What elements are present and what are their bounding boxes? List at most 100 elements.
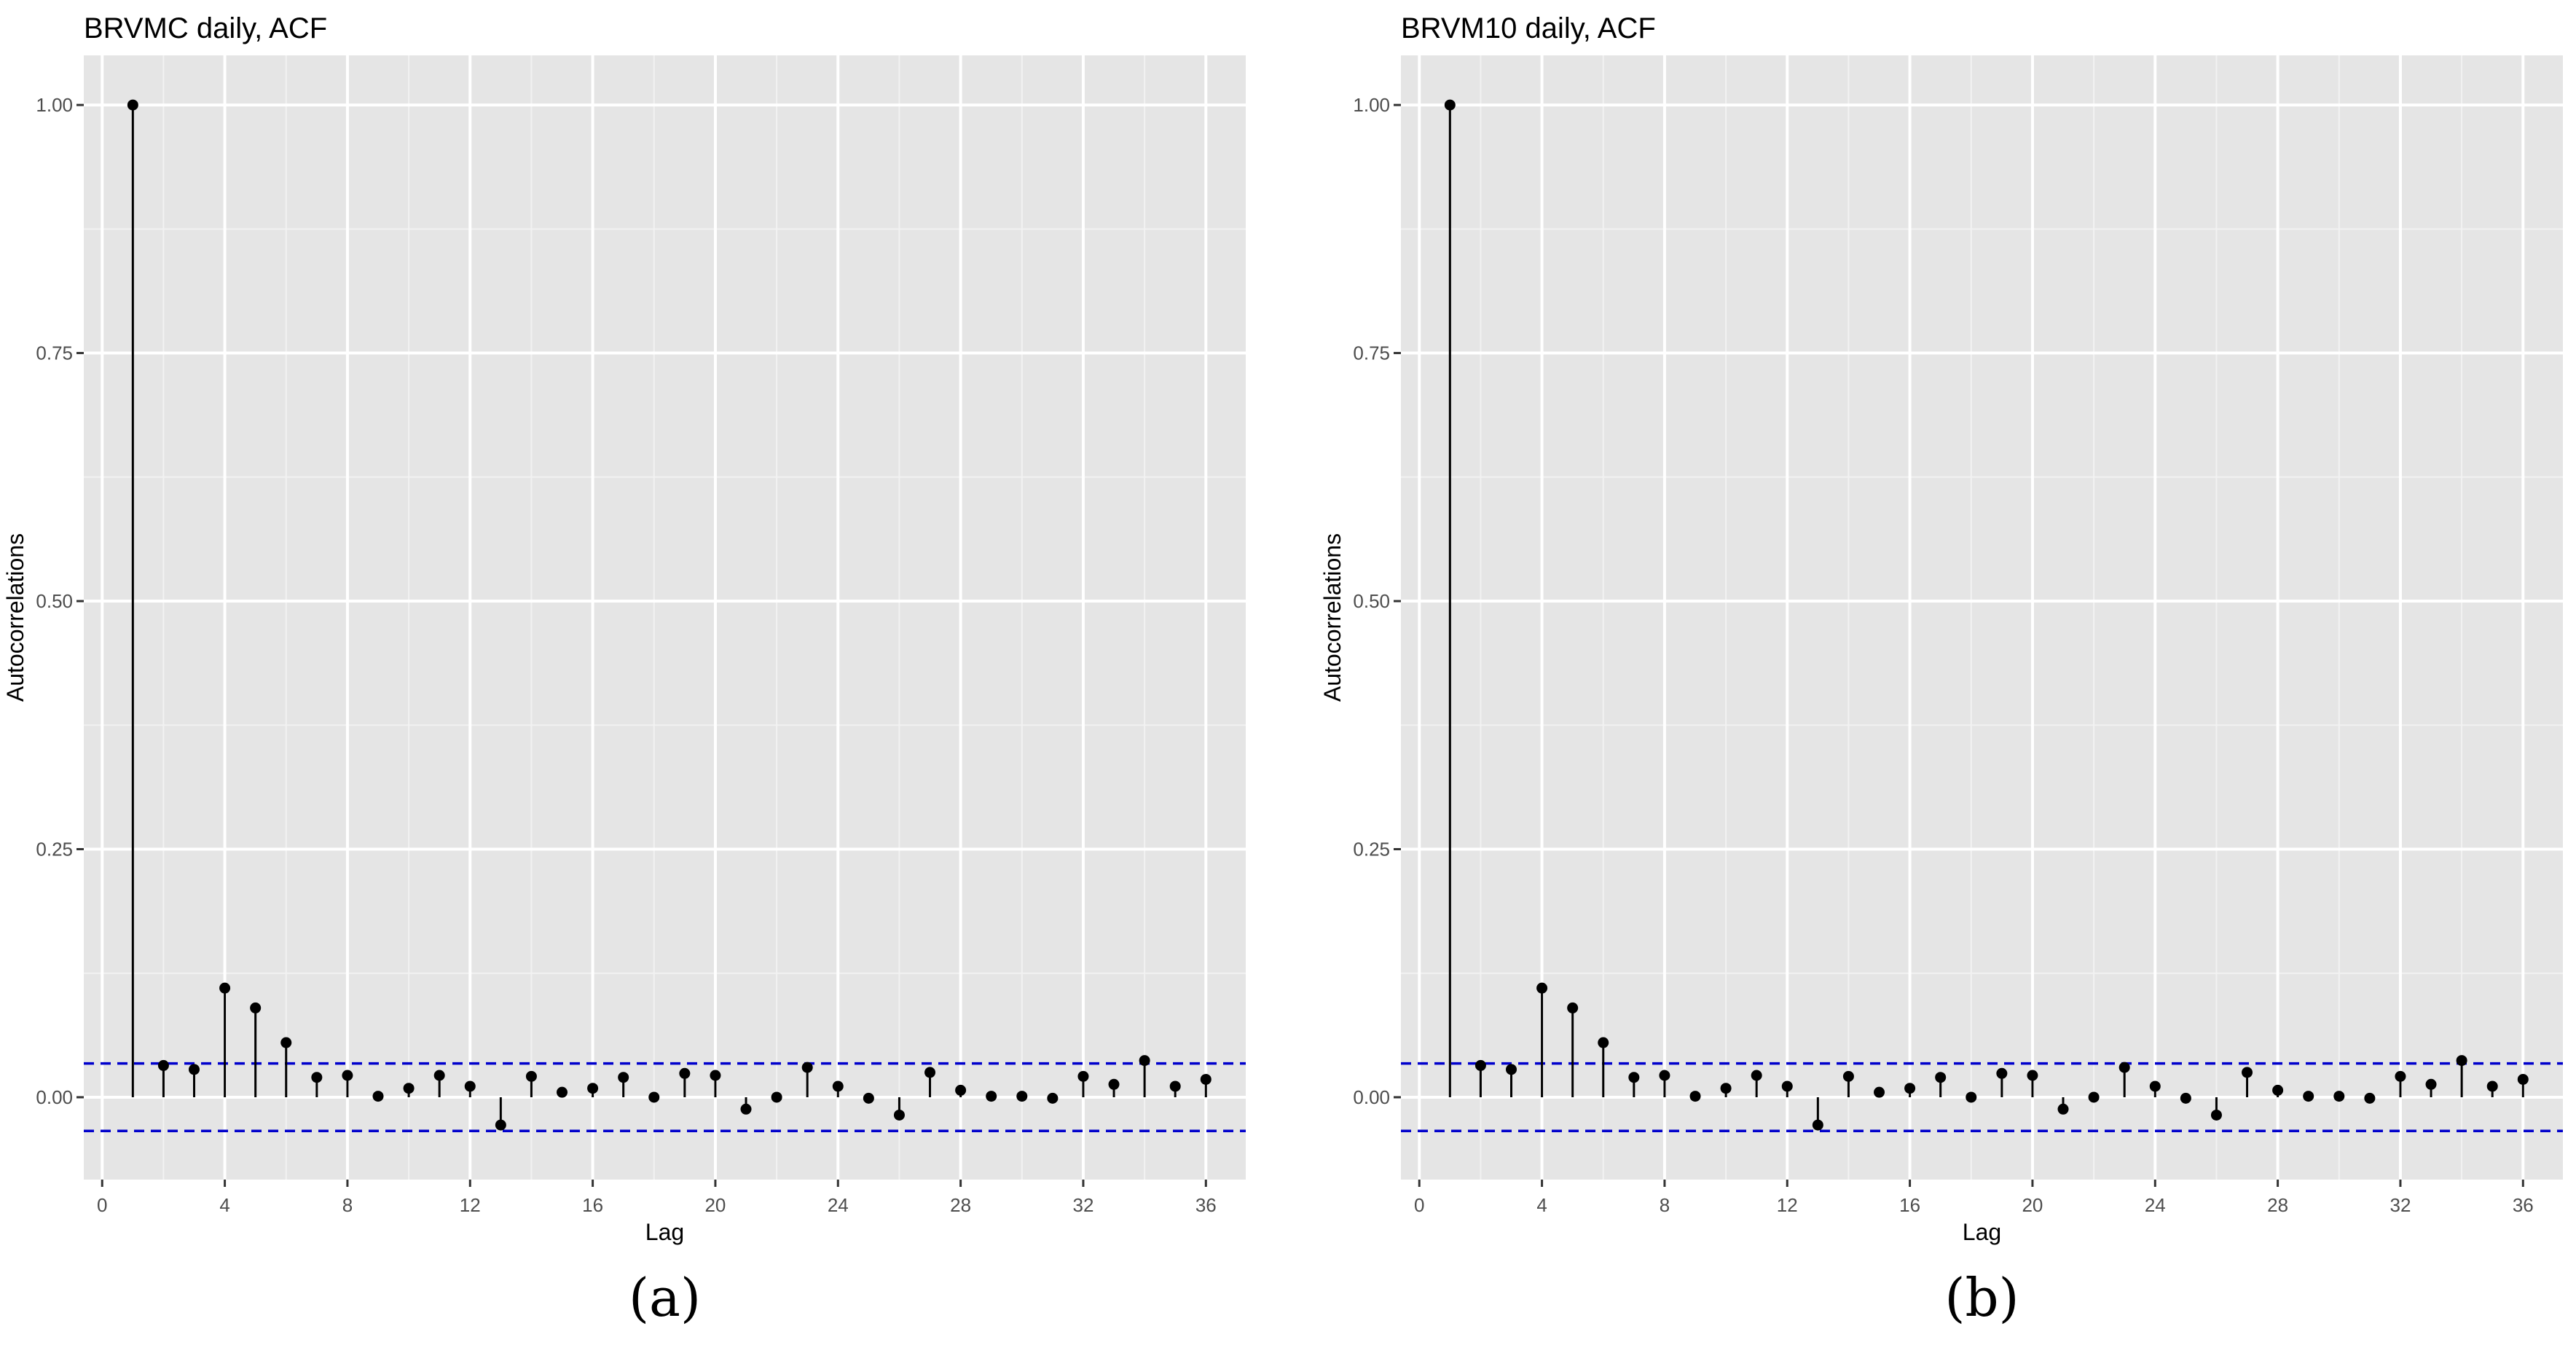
acf-point: [403, 1083, 415, 1094]
acf-point: [924, 1067, 936, 1078]
acf-point: [1444, 99, 1456, 111]
plot-panel: [84, 55, 1246, 1180]
x-tick-label: 16: [582, 1194, 603, 1216]
acf-point: [1506, 1064, 1517, 1075]
acf-point: [2027, 1070, 2038, 1081]
acf-point: [648, 1091, 660, 1103]
acf-point: [1200, 1073, 1212, 1085]
acf-point: [2118, 1062, 2130, 1073]
panel-caption: (a): [629, 1267, 701, 1328]
x-tick-label: 0: [1414, 1194, 1424, 1216]
y-tick-label: 0.50: [1353, 590, 1390, 612]
x-tick-label: 24: [2145, 1194, 2166, 1216]
acf-point: [587, 1083, 599, 1094]
acf-point: [1139, 1055, 1150, 1067]
x-tick-label: 8: [342, 1194, 353, 1216]
acf-point: [1536, 982, 1548, 994]
acf-point: [1628, 1072, 1640, 1083]
y-axis-label: Autocorrelations: [2, 533, 28, 702]
chart-title: BRVMC daily, ACF: [84, 12, 327, 44]
acf-point: [2517, 1073, 2529, 1085]
acf-point: [710, 1070, 721, 1081]
acf-point: [1842, 1070, 1854, 1082]
acf-point: [464, 1080, 476, 1092]
acf-point: [1598, 1037, 1609, 1048]
y-tick-label: 0.25: [36, 838, 73, 860]
x-axis-label: Lag: [645, 1219, 684, 1245]
acf-point: [495, 1119, 506, 1131]
y-tick-label: 0.00: [1353, 1086, 1390, 1108]
acf-point: [342, 1070, 353, 1081]
acf-point: [1169, 1080, 1181, 1092]
x-tick-label: 32: [1072, 1194, 1093, 1216]
y-tick-label: 0.75: [36, 342, 73, 364]
acf-point: [2364, 1092, 2376, 1104]
panel-caption: (b): [1944, 1267, 2019, 1328]
acf-point: [1689, 1091, 1701, 1102]
acf-point: [2333, 1091, 2345, 1102]
acf-point: [2395, 1070, 2406, 1082]
acf-point: [986, 1091, 997, 1102]
acf-point: [1996, 1067, 2008, 1079]
plot-panel: [1401, 55, 2563, 1180]
y-tick-label: 0.50: [36, 590, 73, 612]
acf-point: [740, 1103, 752, 1115]
acf-point: [1751, 1070, 1762, 1081]
acf-point: [311, 1072, 323, 1083]
x-tick-label: 36: [1195, 1194, 1217, 1216]
acf-point: [1935, 1072, 1947, 1083]
acf-point: [2210, 1109, 2222, 1121]
x-tick-label: 24: [828, 1194, 849, 1216]
acf-point: [2242, 1067, 2253, 1078]
acf-point: [771, 1091, 782, 1103]
x-tick-label: 4: [1536, 1194, 1547, 1216]
acf-point: [2057, 1103, 2069, 1115]
y-tick-label: 1.00: [1353, 94, 1390, 116]
x-tick-label: 36: [2513, 1194, 2534, 1216]
x-tick-label: 16: [1899, 1194, 1920, 1216]
acf-point: [2272, 1084, 2284, 1096]
acf-point: [893, 1109, 905, 1121]
acf-point: [1016, 1091, 1028, 1102]
acf-point: [2486, 1080, 2498, 1092]
y-tick-label: 0.75: [1353, 342, 1390, 364]
acf-point: [1077, 1070, 1089, 1082]
acf-point: [2180, 1092, 2191, 1104]
acf-point: [618, 1072, 629, 1083]
acf-point: [1812, 1119, 1823, 1131]
acf-point: [1966, 1091, 1977, 1103]
y-axis-label: Autocorrelations: [1319, 533, 1346, 702]
acf-point: [1904, 1083, 1916, 1094]
y-tick-label: 1.00: [36, 94, 73, 116]
acf-point: [372, 1091, 384, 1102]
acf-point: [2303, 1091, 2314, 1102]
acf-point: [2456, 1055, 2467, 1067]
acf-point: [1108, 1078, 1120, 1090]
x-tick-label: 20: [704, 1194, 726, 1216]
acf-panel-a: BRVMC daily, ACF 0 4 8 12 16 20 24 28 32 36 0.00 0.2…: [2, 12, 1246, 1328]
x-axis-label: Lag: [1963, 1219, 2001, 1245]
acf-point: [801, 1062, 813, 1073]
acf-point: [525, 1070, 537, 1082]
acf-point: [679, 1067, 691, 1079]
x-tick-label: 12: [460, 1194, 481, 1216]
x-tick-label: 0: [97, 1194, 107, 1216]
acf-point: [832, 1080, 844, 1092]
acf-point: [863, 1092, 874, 1104]
acf-panel-b: BRVM10 daily, ACF 0 4 8 12 16 20 24 28 32 36 0.00 0.…: [1319, 12, 2563, 1328]
acf-point: [1781, 1080, 1793, 1092]
acf-point: [1720, 1083, 1732, 1094]
acf-point: [433, 1070, 445, 1081]
acf-point: [1659, 1070, 1670, 1081]
acf-point: [1567, 1002, 1579, 1013]
acf-point: [1474, 1059, 1486, 1071]
x-tick-label: 8: [1660, 1194, 1670, 1216]
acf-point: [219, 982, 231, 994]
acf-point: [2149, 1080, 2161, 1092]
acf-point: [955, 1084, 967, 1096]
y-tick-label: 0.25: [1353, 838, 1390, 860]
x-tick-label: 28: [2267, 1194, 2288, 1216]
acf-point: [1874, 1086, 1885, 1098]
acf-point: [127, 99, 138, 111]
